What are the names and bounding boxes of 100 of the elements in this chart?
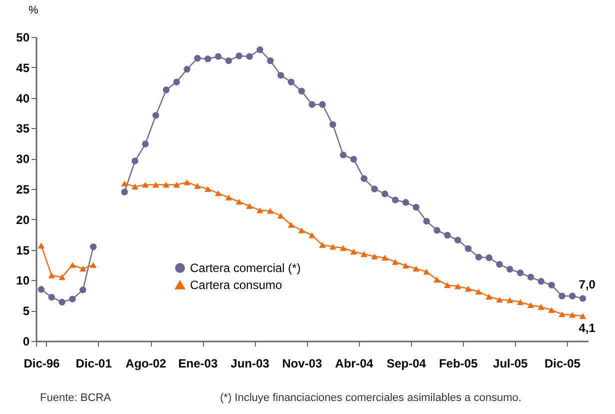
point xyxy=(266,208,274,214)
point xyxy=(506,266,514,273)
point xyxy=(319,242,326,248)
point xyxy=(184,66,190,73)
point xyxy=(506,297,514,304)
point xyxy=(132,184,138,190)
point xyxy=(496,296,503,303)
point xyxy=(214,53,222,60)
y-tick-label: 45 xyxy=(16,60,30,75)
y-tick-label: 0 xyxy=(22,334,30,348)
point xyxy=(382,254,388,261)
legend-label: Cartera consumo xyxy=(190,278,282,292)
point xyxy=(382,190,388,198)
point xyxy=(360,251,368,257)
source-note: Fuente: BCRA xyxy=(40,392,111,404)
y-tick-label: 20 xyxy=(16,212,30,227)
y-tick-label: 50 xyxy=(16,30,30,44)
point xyxy=(256,207,264,214)
point xyxy=(569,292,576,300)
point xyxy=(579,295,586,302)
point xyxy=(444,232,451,239)
point xyxy=(69,296,76,302)
point xyxy=(454,236,462,244)
point xyxy=(486,254,492,262)
point xyxy=(371,254,378,260)
point xyxy=(121,180,128,186)
point xyxy=(162,86,170,94)
point xyxy=(496,261,503,268)
legend-label: Cartera comercial (*) xyxy=(190,260,301,275)
point xyxy=(142,182,149,188)
point xyxy=(194,54,201,62)
y-tick-label: 15 xyxy=(16,243,30,258)
point xyxy=(194,183,201,189)
point xyxy=(558,311,566,318)
point xyxy=(152,182,160,188)
point xyxy=(288,222,295,228)
point xyxy=(371,186,378,192)
point xyxy=(256,46,264,54)
point xyxy=(58,274,66,280)
point xyxy=(225,57,232,64)
x-tick-label: Jul-05 xyxy=(493,356,528,370)
x-tick-label: Sep-04 xyxy=(386,356,426,370)
point xyxy=(162,182,170,188)
point xyxy=(298,227,305,234)
point xyxy=(132,158,138,164)
point xyxy=(90,262,97,268)
point xyxy=(516,270,524,276)
point xyxy=(475,288,482,295)
point xyxy=(173,182,180,188)
point xyxy=(548,307,555,313)
point xyxy=(308,232,316,238)
point xyxy=(464,286,472,292)
x-tick-label: Jun-03 xyxy=(230,356,270,370)
x-tick-label: Dic-01 xyxy=(76,356,112,370)
data-label: 7,0 xyxy=(578,277,596,292)
point xyxy=(308,101,316,108)
point xyxy=(444,282,451,288)
point xyxy=(152,112,160,119)
text: (*) Incluye financiaciones comerciales asimilables a consumo. xyxy=(220,392,522,404)
x-tick-label: Nov-03 xyxy=(282,356,322,370)
point xyxy=(464,245,472,252)
point xyxy=(236,52,242,60)
point xyxy=(486,294,492,300)
point xyxy=(516,299,524,305)
y-tick-label: 35 xyxy=(16,122,30,136)
point xyxy=(184,179,190,186)
y-tick-label: 25 xyxy=(16,182,30,196)
point xyxy=(392,196,399,204)
point xyxy=(412,266,420,272)
point xyxy=(38,286,45,293)
point xyxy=(246,53,253,60)
x-tick-label: Dic-96 xyxy=(24,356,60,370)
point xyxy=(246,203,253,209)
point xyxy=(423,268,430,275)
point xyxy=(569,312,576,318)
point xyxy=(214,190,222,196)
point xyxy=(266,57,274,64)
point xyxy=(319,101,326,108)
point xyxy=(350,156,358,163)
point xyxy=(340,152,347,158)
data-label: 4,1 xyxy=(578,321,596,336)
point xyxy=(225,194,232,200)
point xyxy=(558,292,566,300)
y-tick-label: 40 xyxy=(16,91,30,106)
point xyxy=(329,121,336,128)
point xyxy=(58,298,66,306)
point xyxy=(360,175,368,182)
point xyxy=(80,266,86,272)
x-tick-label: Dic-05 xyxy=(544,356,581,370)
point xyxy=(434,276,440,282)
x-tick-label: Abr-04 xyxy=(335,356,374,370)
point xyxy=(350,248,358,255)
point xyxy=(173,78,180,86)
point xyxy=(527,302,534,308)
point xyxy=(288,78,295,86)
point xyxy=(412,204,420,211)
point xyxy=(423,218,430,225)
x-tick-label: Ago-02 xyxy=(126,356,167,370)
point xyxy=(402,199,410,206)
point xyxy=(548,282,555,288)
